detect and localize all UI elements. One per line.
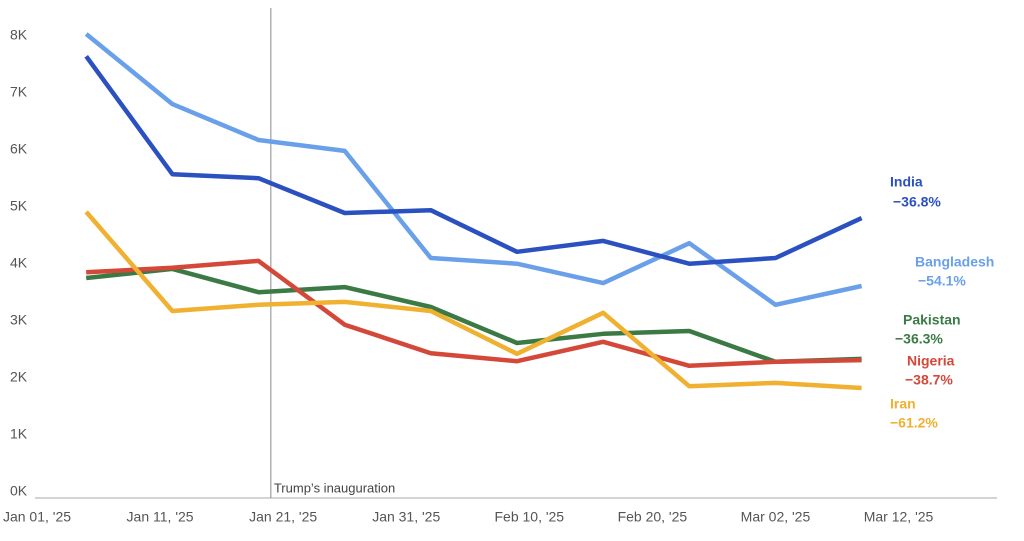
x-tick-label: Feb 20, '25 <box>618 509 688 525</box>
series-change: −38.7% <box>905 372 953 388</box>
series-change: −36.8% <box>893 194 941 210</box>
series-name: Pakistan <box>903 312 961 328</box>
y-tick-label: 5K <box>10 198 28 214</box>
series-name: Iran <box>890 396 916 412</box>
y-tick-label: 2K <box>10 369 28 385</box>
series-line <box>85 266 862 365</box>
series-change: −61.2% <box>890 415 938 431</box>
x-tick-label: Jan 21, '25 <box>249 509 317 525</box>
series-name: Nigeria <box>907 353 955 369</box>
y-tick-label: 3K <box>10 312 28 328</box>
x-tick-label: Mar 02, '25 <box>741 509 811 525</box>
series-name: India <box>890 174 923 190</box>
x-tick-label: Jan 11, '25 <box>127 509 194 525</box>
y-tick-label: 0K <box>10 483 28 499</box>
series-change: −54.1% <box>918 273 966 289</box>
x-tick-label: Feb 10, '25 <box>494 509 564 525</box>
series-change: −36.3% <box>895 331 943 347</box>
series-line <box>84 32 863 308</box>
y-tick-label: 7K <box>10 84 28 100</box>
series-line <box>84 210 862 391</box>
series-line <box>84 54 863 266</box>
y-tick-label: 1K <box>10 426 28 442</box>
series-line <box>86 258 862 369</box>
x-tick-label: Jan 31, '25 <box>372 509 440 525</box>
y-tick-label: 8K <box>10 27 28 43</box>
event-label: Trump’s inauguration <box>274 480 395 495</box>
y-tick-label: 4K <box>10 255 28 271</box>
y-tick-label: 6K <box>10 141 28 157</box>
x-tick-label: Jan 01, '25 <box>3 509 71 525</box>
x-tick-label: Mar 12, '25 <box>864 509 934 525</box>
series-name: Bangladesh <box>915 254 994 270</box>
